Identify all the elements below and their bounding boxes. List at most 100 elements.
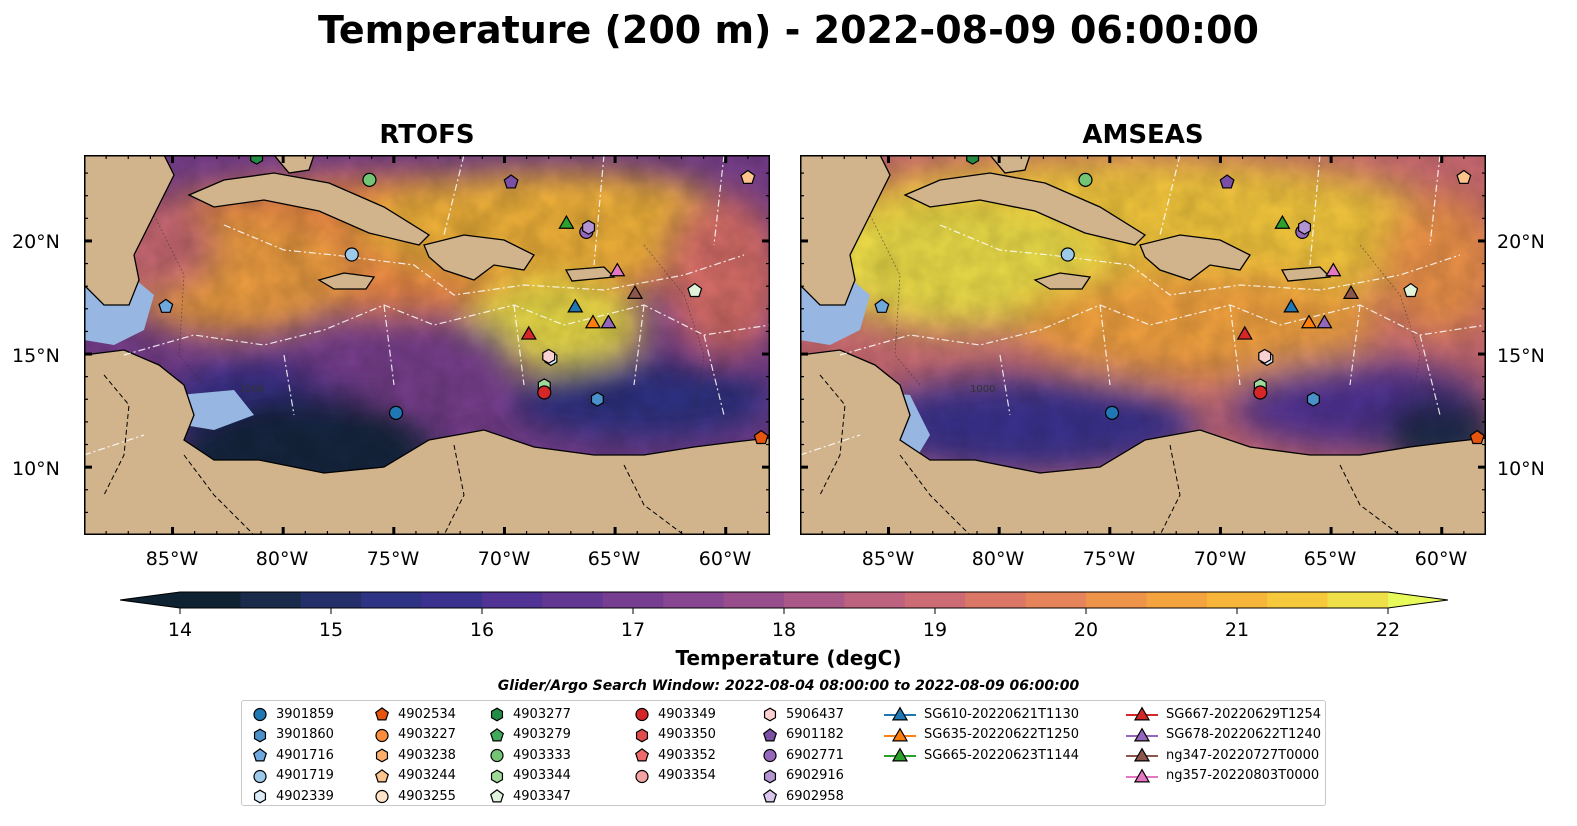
amseas-land-cuba — [903, 172, 1147, 246]
legend-label: 3901859 — [276, 706, 334, 722]
legend-marker-icon — [490, 748, 504, 763]
colorbar-segment — [1146, 592, 1208, 608]
legend-item: 4901719 — [250, 766, 334, 786]
legend-pentagon-marker — [763, 727, 777, 741]
rtofs-lon-tick-60w: 60°W — [698, 548, 752, 570]
colorbar-segment — [421, 592, 483, 608]
colorbar-segment — [663, 592, 725, 608]
colorbar-tickmarks — [179, 608, 1389, 614]
legend-pentagon-marker — [375, 707, 389, 721]
rtofs-observation-markers — [158, 155, 769, 445]
rtofs-panel-title: RTOFS — [379, 120, 475, 150]
legend-marker-icon — [375, 748, 389, 763]
legend-label: 4903238 — [398, 747, 456, 763]
legend-item: 4903227 — [372, 725, 456, 745]
rtofs-marker-SG635-20220622T1250 — [584, 314, 602, 329]
amseas-marker-4903277 — [966, 155, 980, 165]
legend-marker-icon — [375, 768, 389, 782]
amseas-marker-5906437 — [1258, 348, 1272, 364]
legend-marker-icon — [253, 707, 267, 722]
rtofs-marker-4903244 — [740, 169, 756, 184]
legend-hexagon-marker — [763, 707, 777, 722]
legend-label: 4901719 — [276, 768, 334, 783]
colorbar-tick-18: 18 — [771, 619, 797, 641]
rtofs-marker-ng347-20220727T0000 — [626, 284, 644, 299]
legend-circle-marker — [375, 789, 389, 804]
rtofs-lat-tick-20n: 20°N — [12, 231, 60, 253]
rtofs-map-border — [84, 155, 770, 535]
figure-title: Temperature (200 m) - 2022-08-09 06:00:0… — [317, 8, 1259, 52]
legend-circle-marker — [253, 769, 267, 783]
amseas-land-yucatan — [800, 155, 891, 306]
legend-circle-marker — [635, 707, 649, 722]
legend-item: 4903333 — [487, 745, 571, 765]
legend-hexagon-marker — [763, 769, 777, 783]
rtofs-lon-tick-70w: 70°W — [477, 548, 531, 570]
legend-marker-icon — [884, 747, 916, 762]
rtofs-land-hispaniola — [423, 234, 535, 281]
legend-label: 5906437 — [786, 706, 844, 722]
rtofs-land — [84, 155, 770, 535]
legend-circle-marker — [635, 769, 649, 783]
amseas-marker-SG678-20220622T1240 — [1316, 314, 1333, 329]
amseas-marker-4903244 — [1456, 169, 1472, 184]
legend-hexagon-marker — [490, 707, 504, 722]
colorbar-tick-21: 21 — [1224, 619, 1250, 641]
rtofs-lon-tick-65w: 65°W — [587, 548, 641, 570]
rtofs-eez-boundaries — [84, 155, 770, 456]
legend-label: 4901716 — [276, 747, 334, 763]
legend-marker-icon — [884, 726, 916, 741]
colorbar-segment — [300, 592, 362, 608]
rtofs-map-svg: 1000 — [84, 155, 770, 535]
rtofs-lat-tick-15n: 15°N — [12, 345, 60, 367]
legend-item: 5906437 — [760, 704, 844, 724]
legend-item: 4903344 — [487, 766, 571, 786]
amseas-marker-4901719 — [1060, 247, 1075, 262]
legend-marker-icon — [635, 707, 649, 722]
legend-marker-icon — [253, 728, 267, 742]
amseas-lon-tick-75w: 75°W — [1082, 548, 1136, 570]
colorbar-tick-15: 15 — [318, 619, 344, 641]
amseas-marker-4903349 — [1253, 385, 1268, 400]
rtofs-marker-5906437 — [542, 348, 556, 364]
amseas-lon-tick-85w: 85°W — [861, 548, 915, 570]
legend-marker-icon — [490, 707, 504, 722]
colorbar-segment — [784, 592, 845, 608]
legend-label: ng357-20220803T0000 — [1166, 768, 1320, 783]
amseas-map-svg: 1000 — [800, 155, 1486, 535]
legend-triangle-marker — [891, 726, 909, 741]
rtofs-map: 1000 — [84, 155, 770, 535]
amseas-eez-boundaries — [800, 155, 1486, 456]
legend-label: 6902771 — [786, 747, 844, 763]
legend-label: SG635-20220622T1250 — [924, 727, 1080, 742]
legend-item: 4903347 — [487, 786, 571, 806]
legend-item: 4903238 — [372, 745, 456, 765]
legend-marker-icon — [763, 769, 777, 783]
legend-label: SG665-20220623T1144 — [924, 747, 1080, 763]
amseas-isobath-label: 1000 — [970, 384, 995, 395]
amseas-marker-SG665-20220623T1144 — [1274, 214, 1291, 229]
amseas-marker-6901182 — [1219, 174, 1235, 189]
colorbar-segment — [904, 592, 966, 608]
rtofs-marker-SG667-20220629T1254 — [520, 325, 537, 340]
legend-item: ng347-20220727T0000 — [1124, 745, 1319, 765]
amseas-marker-3901860 — [1306, 391, 1320, 407]
rtofs-lon-tick-75w: 75°W — [366, 548, 420, 570]
rtofs-isobath-label: 1000 — [239, 384, 264, 395]
colorbar-tick-20: 20 — [1073, 619, 1099, 641]
rtofs-land-yucatan — [84, 155, 175, 306]
legend-marker-icon — [490, 789, 504, 803]
legend-marker-icon — [1126, 706, 1158, 721]
amseas-panel-title: AMSEAS — [1082, 120, 1204, 150]
legend-label: 4903279 — [513, 727, 571, 742]
legend-item: 4903352 — [632, 745, 716, 765]
search-window-text: Glider/Argo Search Window: 2022-08-04 08… — [497, 678, 1080, 694]
rtofs-marker-4903347 — [687, 282, 703, 298]
legend-item: SG665-20220623T1144 — [882, 745, 1079, 765]
amseas-marker-SG667-20220629T1254 — [1236, 325, 1253, 340]
legend-item: 4902339 — [250, 786, 334, 806]
legend-marker-icon — [635, 748, 649, 762]
amseas-country-borders — [819, 374, 1401, 535]
legend-item: 4901716 — [250, 745, 334, 765]
legend-marker-icon — [763, 748, 777, 763]
